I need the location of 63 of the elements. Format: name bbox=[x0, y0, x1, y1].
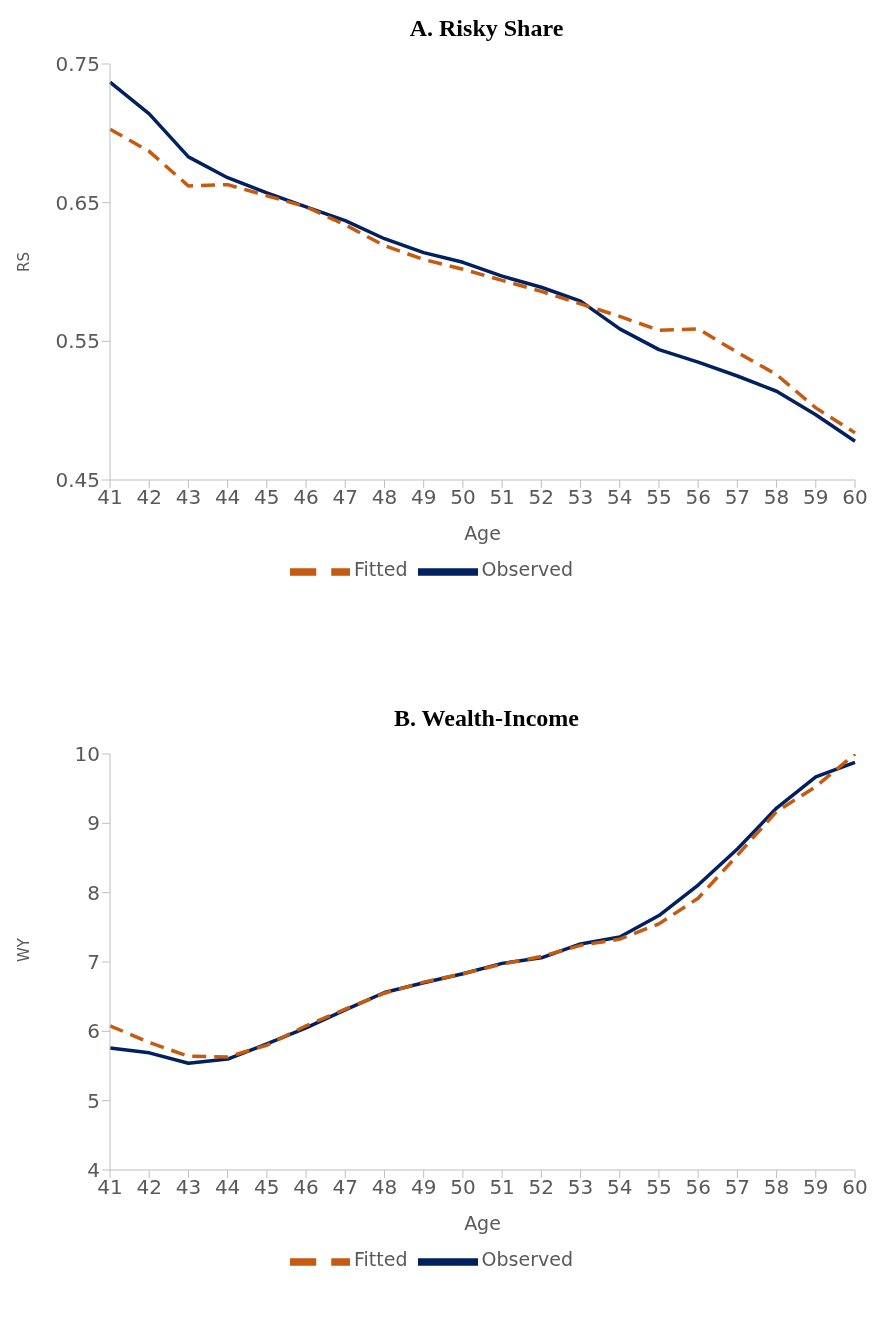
x-tick-label: 52 bbox=[528, 485, 555, 510]
x-tick-label: 45 bbox=[254, 1175, 280, 1200]
y-tick-label: 0.65 bbox=[55, 190, 100, 215]
x-tick-label: 58 bbox=[763, 1175, 790, 1200]
x-tick-label: 54 bbox=[607, 485, 633, 510]
x-tick-label: 50 bbox=[450, 485, 476, 510]
y-tick-label: 0.75 bbox=[55, 52, 100, 77]
x-tick-label: 48 bbox=[371, 1175, 398, 1200]
y-tick-label: 4 bbox=[87, 1158, 100, 1183]
chart-title: B. Wealth-Income bbox=[393, 704, 580, 733]
x-tick-label: 57 bbox=[724, 1175, 751, 1200]
x-tick-label: 46 bbox=[293, 1175, 319, 1200]
x-tick-label: 46 bbox=[293, 485, 319, 510]
x-tick-label: 56 bbox=[685, 485, 711, 510]
y-axis-title: WY bbox=[15, 937, 34, 962]
y-tick-label: 5 bbox=[87, 1088, 100, 1113]
x-axis-title: Age bbox=[464, 1212, 501, 1234]
x-tick-label: 53 bbox=[567, 1175, 594, 1200]
y-tick-label: 8 bbox=[87, 880, 100, 905]
legend-label: Observed bbox=[481, 1247, 573, 1270]
legend-label: Fitted bbox=[354, 557, 408, 580]
x-tick-label: 50 bbox=[450, 1175, 476, 1200]
x-tick-label: 51 bbox=[489, 485, 515, 510]
x-tick-label: 48 bbox=[371, 485, 398, 510]
y-tick-label: 10 bbox=[74, 742, 100, 767]
x-tick-label: 51 bbox=[489, 1175, 515, 1200]
x-tick-label: 59 bbox=[803, 485, 829, 510]
x-tick-label: 47 bbox=[332, 1175, 358, 1200]
x-tick-label: 55 bbox=[646, 485, 672, 510]
x-axis-title: Age bbox=[464, 522, 501, 544]
x-tick-label: 43 bbox=[175, 1175, 202, 1200]
legend-label: Fitted bbox=[354, 1247, 408, 1270]
y-tick-label: 0.45 bbox=[55, 468, 100, 493]
x-tick-label: 42 bbox=[136, 485, 162, 510]
x-tick-label: 41 bbox=[97, 1175, 123, 1200]
x-tick-label: 58 bbox=[763, 485, 790, 510]
x-tick-label: 49 bbox=[410, 1175, 437, 1200]
x-tick-label: 44 bbox=[214, 485, 241, 510]
x-tick-label: 53 bbox=[567, 485, 594, 510]
y-tick-label: 7 bbox=[87, 950, 100, 975]
line-series bbox=[108, 80, 857, 443]
x-tick-label: 54 bbox=[607, 1175, 633, 1200]
x-tick-label: 60 bbox=[842, 1175, 868, 1200]
y-tick-label: 6 bbox=[87, 1019, 100, 1044]
x-tick-label: 44 bbox=[214, 1175, 241, 1200]
x-tick-label: 56 bbox=[685, 1175, 711, 1200]
x-tick-label: 59 bbox=[803, 1175, 829, 1200]
x-tick-label: 60 bbox=[842, 485, 868, 510]
x-tick-label: 42 bbox=[136, 1175, 162, 1200]
y-axis-title: RS bbox=[15, 252, 34, 272]
x-tick-label: 47 bbox=[332, 485, 358, 510]
y-tick-label: 9 bbox=[87, 811, 100, 836]
line-series bbox=[108, 127, 857, 435]
x-tick-label: 49 bbox=[410, 485, 437, 510]
chart-title: A. Risky Share bbox=[408, 14, 565, 43]
legend-label: Observed bbox=[481, 557, 573, 580]
x-tick-label: 55 bbox=[646, 1175, 672, 1200]
x-tick-label: 43 bbox=[175, 485, 202, 510]
x-tick-label: 52 bbox=[528, 1175, 555, 1200]
x-tick-label: 45 bbox=[254, 485, 280, 510]
y-tick-label: 0.55 bbox=[55, 329, 100, 354]
x-tick-label: 57 bbox=[724, 485, 751, 510]
x-tick-label: 41 bbox=[97, 485, 123, 510]
